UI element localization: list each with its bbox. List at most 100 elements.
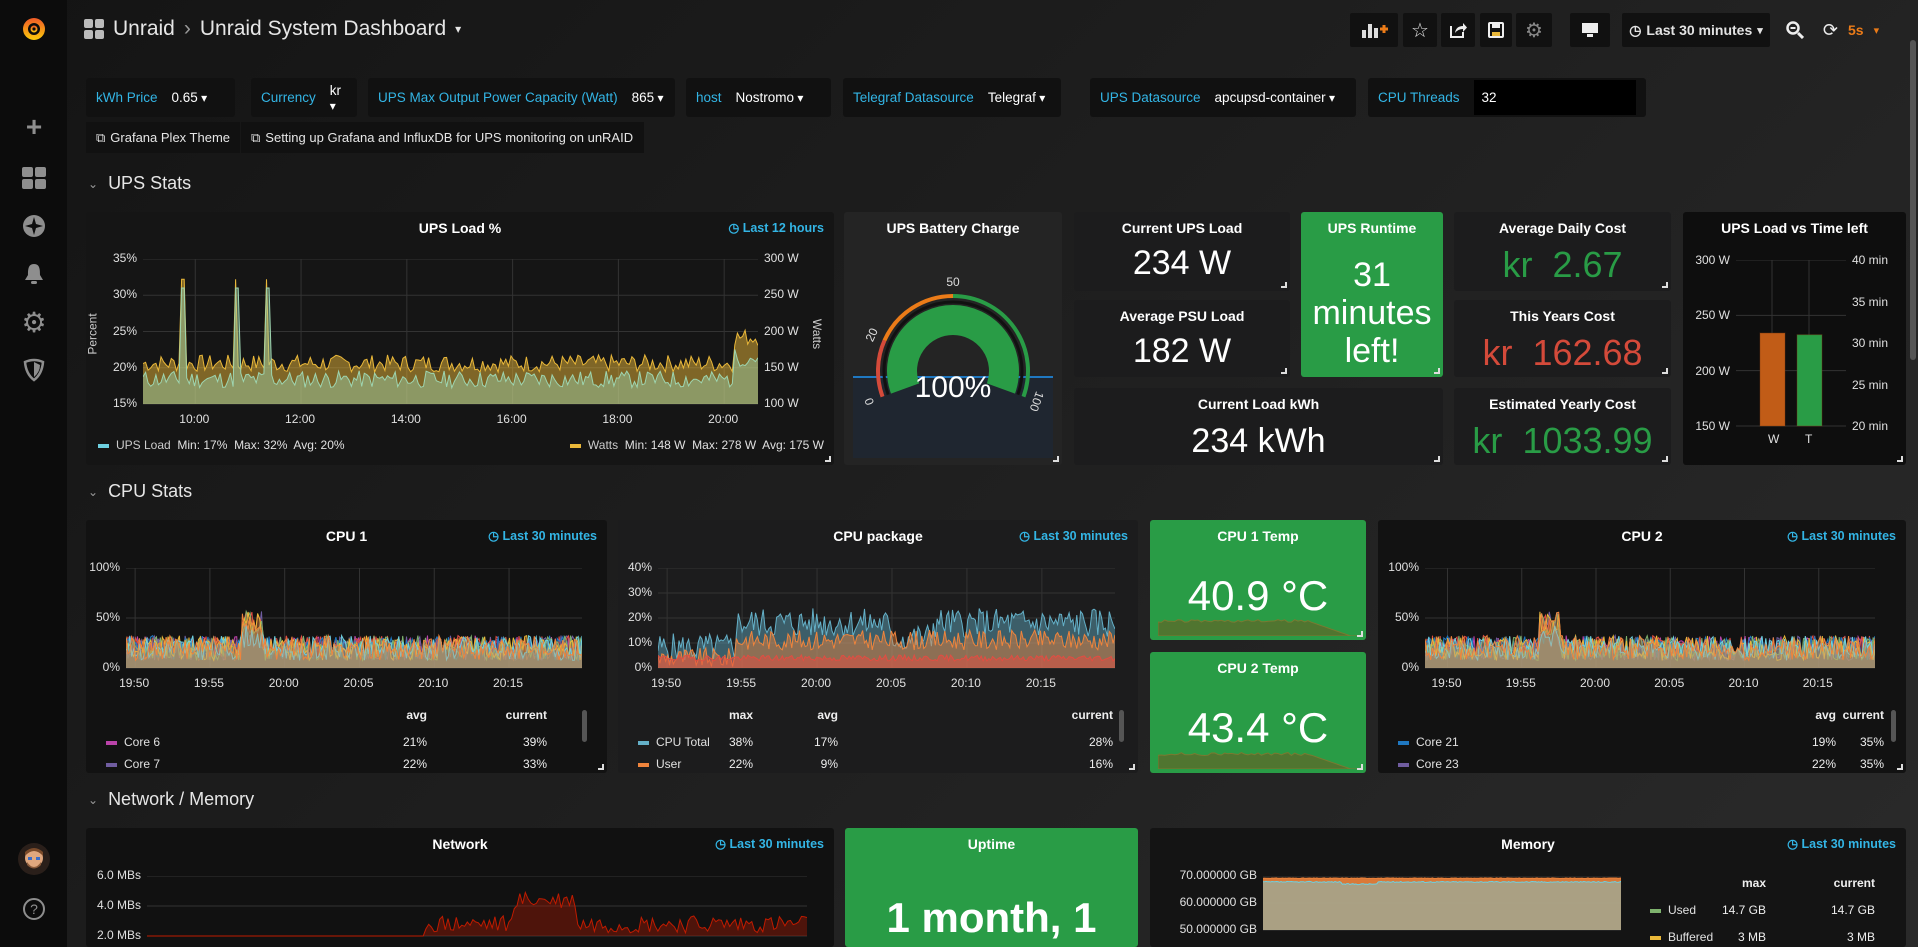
alerting-icon[interactable] [18,258,50,290]
star-button[interactable]: ☆ [1403,13,1437,47]
panel-cpu-1-temp[interactable]: CPU 1 Temp 40.9 °C [1150,520,1366,640]
variable-ups-datasource[interactable]: UPS Datasource apcupsd-container [1090,78,1356,117]
dashboard-caret-icon[interactable]: ▾ [455,22,462,36]
resize-handle[interactable] [1897,456,1903,462]
legend-scrollbar[interactable] [582,710,587,742]
page-scrollbar[interactable] [1910,40,1916,360]
resize-handle[interactable] [1897,764,1903,770]
resize-handle[interactable] [1434,368,1440,374]
legend-item[interactable]: User [638,757,681,771]
panel-ups-battery-charge[interactable]: UPS Battery Charge 0 20 50 100 100% [844,212,1062,465]
panel-ups-runtime[interactable]: UPS Runtime 31 minutes left! [1301,212,1443,377]
link-grafana-plex-theme[interactable]: ⧉ Grafana Plex Theme [86,122,240,153]
grafana-logo-icon[interactable] [18,12,50,44]
settings-button[interactable]: ⚙ [1516,13,1552,47]
panel-title[interactable]: UPS Load % [418,220,502,236]
dashboards-icon[interactable] [18,162,50,194]
variable-telegraf-datasource[interactable]: Telegraf Datasource Telegraf [843,78,1061,117]
share-button[interactable] [1441,13,1475,47]
explore-icon[interactable] [18,210,50,242]
legend-column-avg[interactable]: avg [1815,708,1836,722]
panel-title[interactable]: Uptime [967,836,1016,852]
refresh-icon[interactable]: ⟳ [1822,19,1838,40]
help-icon[interactable]: ? [18,893,50,925]
resize-handle[interactable] [825,456,831,462]
configuration-icon[interactable]: ⚙ [21,306,47,338]
legend-column-current[interactable]: current [1833,876,1875,890]
resize-handle[interactable] [598,764,604,770]
chart-plot[interactable] [147,876,807,938]
time-picker[interactable]: ◷ Last 30 minutes ▾ [1622,13,1770,47]
variable-value[interactable]: apcupsd-container [1215,90,1335,105]
panel-current-ups-load[interactable]: Current UPS Load 234 W [1074,212,1290,291]
chart-plot[interactable] [126,568,582,670]
panel-cpu-2-temp[interactable]: CPU 2 Temp 43.4 °C [1150,652,1366,773]
legend-column-current[interactable]: current [1842,708,1884,722]
resize-handle[interactable] [1281,368,1287,374]
panel-average-psu-load[interactable]: Average PSU Load 182 W [1074,300,1290,377]
resize-handle[interactable] [1281,282,1287,288]
panel-title[interactable]: UPS Load vs Time left [1721,220,1868,236]
row-network-memory[interactable]: ⌄ Network / Memory [88,789,254,810]
panel-title[interactable]: Network [432,836,488,852]
panel-title[interactable]: UPS Runtime [1327,220,1417,236]
panel-cpu-2[interactable]: CPU 2 ◷ Last 30 minutes 100% 50% 0% 19:50 19… [1378,520,1906,773]
legend-item[interactable]: CPU Total [638,735,710,749]
variable-value[interactable]: kr [330,83,347,113]
chart-plot[interactable] [1263,876,1621,932]
resize-handle[interactable] [1662,368,1668,374]
panel-this-years-cost[interactable]: This Years Cost kr 162.68 [1454,300,1671,377]
create-icon[interactable]: + [25,111,43,142]
panel-estimated-yearly-cost[interactable]: Estimated Yearly Cost kr 1033.99 [1454,388,1671,465]
breadcrumb-folder[interactable]: Unraid [113,17,175,40]
panel-title[interactable]: This Years Cost [1510,308,1615,324]
legend-column-avg[interactable]: avg [817,708,838,722]
panel-cpu-package[interactable]: CPU package ◷ Last 30 minutes 40% 30% 20% 1… [618,520,1138,773]
resize-handle[interactable] [1662,282,1668,288]
panel-cpu-1[interactable]: CPU 1 ◷ Last 30 minutes 100% 50% 0% 19:50 19… [86,520,607,773]
legend-scrollbar[interactable] [1119,710,1124,742]
link-ups-monitoring-guide[interactable]: ⧉ Setting up Grafana and InfluxDB for UPS… [241,122,644,153]
legend-item[interactable]: Core 6 [106,735,160,749]
refresh-picker[interactable]: ⟳ 5s ▾ [1816,13,1886,47]
panel-title[interactable]: CPU 1 Temp [1217,528,1299,544]
panel-title[interactable]: UPS Battery Charge [886,220,1020,236]
panel-title[interactable]: Average PSU Load [1119,308,1245,324]
refresh-interval[interactable]: 5s [1847,22,1864,38]
legend-column-current[interactable]: current [505,708,547,722]
variable-ups-max-output-power-capacity-watt[interactable]: UPS Max Output Power Capacity (Watt) 865 [368,78,675,117]
legend-column-current[interactable]: current [1071,708,1113,722]
chart-plot[interactable] [1425,568,1875,670]
chart-plot[interactable] [658,568,1115,670]
variable-host[interactable]: host Nostromo [686,78,831,117]
row-cpu-stats[interactable]: ⌄ CPU Stats [88,481,192,502]
panel-ups-load[interactable]: UPS Load % ◷ Last 12 hours Percent Watts… [86,212,834,465]
legend-item[interactable]: Used [1650,903,1696,917]
panel-title[interactable]: CPU package [833,528,923,544]
variable-value[interactable]: Nostromo [736,90,804,105]
resize-handle[interactable] [1357,631,1363,637]
save-button[interactable] [1480,13,1512,47]
legend-watts[interactable]: Watts Min: 148 W Max: 278 W Avg: 175 W [569,438,824,452]
panel-title[interactable]: Current UPS Load [1121,220,1243,236]
legend-item[interactable]: Core 7 [106,757,160,771]
panel-title[interactable]: CPU 1 [325,528,368,544]
user-avatar[interactable] [18,843,50,875]
panel-title[interactable]: CPU 2 Temp [1217,660,1299,676]
variable-value[interactable]: 865 [632,90,664,105]
panel-title[interactable]: Memory [1501,836,1555,852]
panel-title[interactable]: Current Load kWh [1197,396,1320,412]
panel-title[interactable]: Estimated Yearly Cost [1489,396,1636,412]
variable-value[interactable]: 32 [1473,80,1636,115]
resize-handle[interactable] [1357,764,1363,770]
legend-item[interactable]: Core 23 [1398,757,1459,771]
legend-ups-load[interactable]: UPS Load Min: 17% Max: 32% Avg: 20% [98,438,345,452]
panel-title[interactable]: CPU 2 [1621,528,1663,544]
add-panel-button[interactable] [1350,13,1398,47]
panel-title[interactable]: Average Daily Cost [1498,220,1627,236]
dashboard-title[interactable]: Unraid System Dashboard [199,17,447,40]
resize-handle[interactable] [1434,456,1440,462]
legend-column-max[interactable]: max [1741,876,1766,890]
legend-item[interactable]: Buffered [1650,930,1713,944]
row-ups-stats[interactable]: ⌄ UPS Stats [88,173,191,194]
